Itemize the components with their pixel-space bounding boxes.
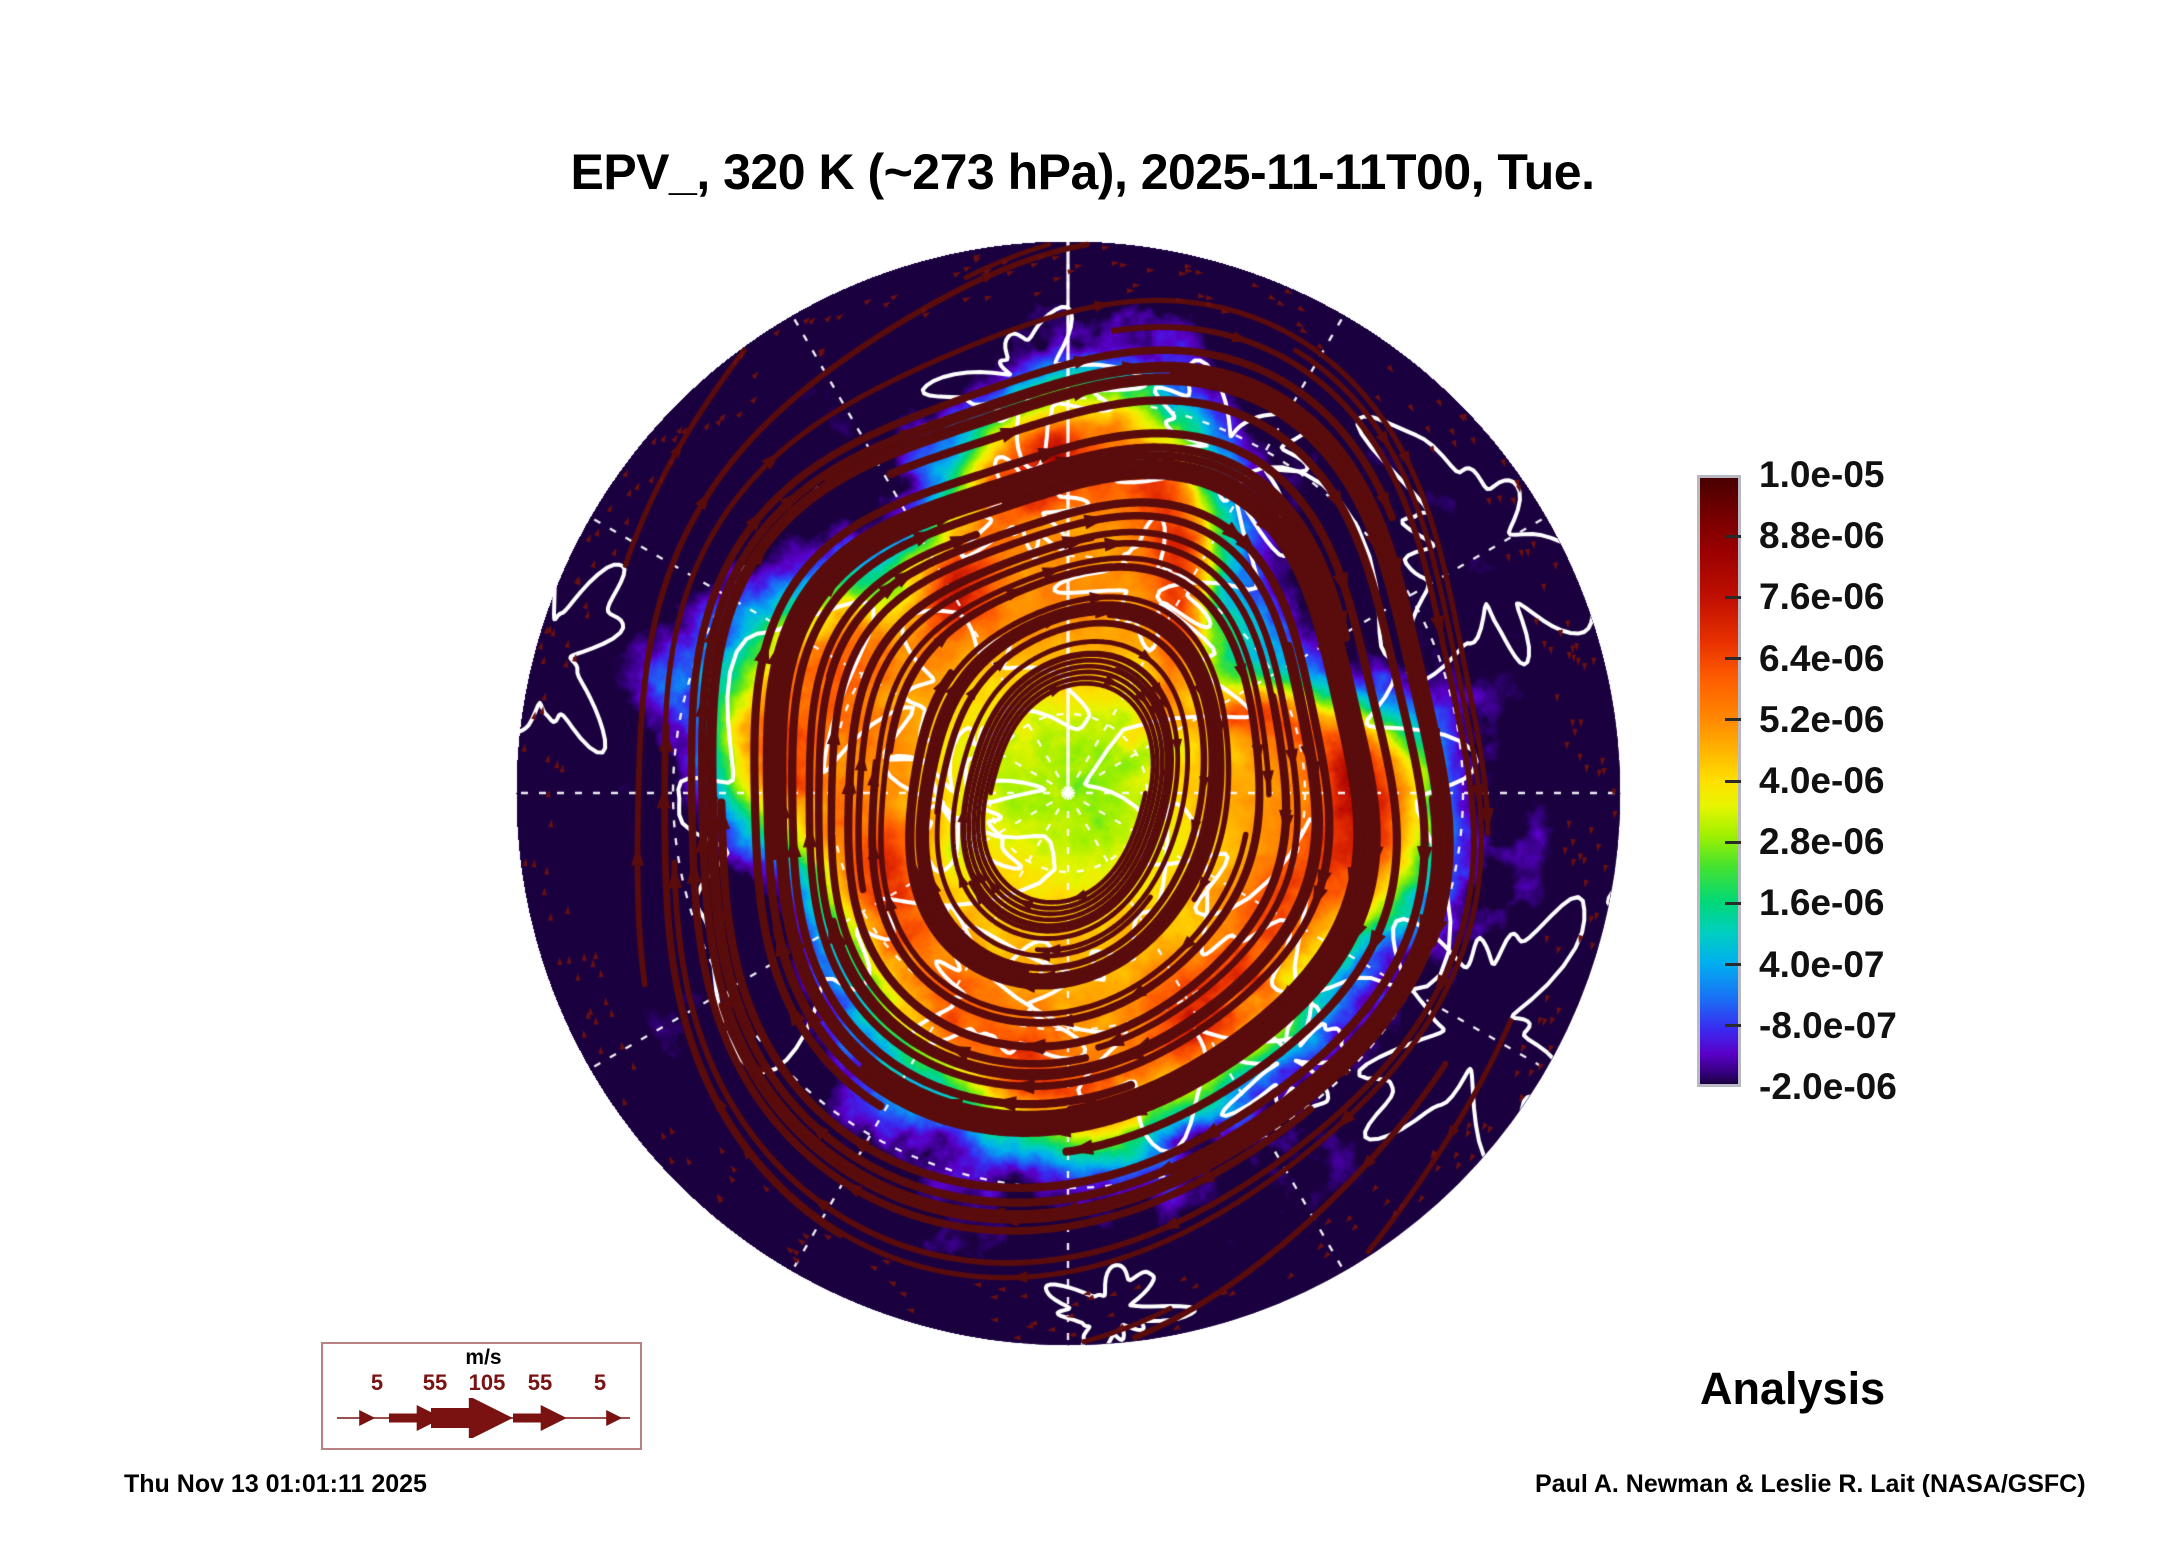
epv-field-canvas [515,240,1621,1346]
wind-legend-tick: 55 [528,1370,552,1396]
wind-legend-tick-labels: 5 55 105 55 5 [323,1370,644,1400]
colorbar-tick-label: 5.2e-06 [1759,699,1885,741]
colorbar-tick-label: 1.6e-06 [1759,882,1885,924]
colorbar-tick [1725,657,1741,660]
figure-root: EPV_, 320 K (~273 hPa), 2025-11-11T00, T… [0,0,2165,1561]
wind-legend-tick: 105 [469,1370,506,1396]
author-credit: Paul A. Newman & Leslie R. Lait (NASA/GS… [1535,1470,2086,1499]
colorbar-tick [1725,596,1741,599]
colorbar-tick-label: 6.4e-06 [1759,638,1885,680]
polar-stereographic-map [515,240,1621,1346]
colorbar-tick-marks [1697,475,1741,1087]
colorbar-tick-label: -2.0e-06 [1759,1066,1897,1108]
colorbar-tick [1725,718,1741,721]
wind-speed-legend: m/s 5 55 105 55 5 [321,1342,642,1450]
render-timestamp: Thu Nov 13 01:01:11 2025 [124,1470,427,1499]
wind-legend-arrow-icon [323,1398,644,1446]
colorbar-tick [1725,780,1741,783]
page-title: EPV_, 320 K (~273 hPa), 2025-11-11T00, T… [0,143,2165,201]
colorbar-tick [1725,841,1741,844]
colorbar-tick [1725,535,1741,538]
colorbar-tick-label: 1.0e-05 [1759,454,1885,496]
colorbar-tick-label: 4.0e-06 [1759,760,1885,802]
colorbar-tick-label: 4.0e-07 [1759,944,1885,986]
colorbar-tick-label: 8.8e-06 [1759,515,1885,557]
wind-legend-arrows-svg [323,1398,644,1438]
analysis-badge: Analysis [1700,1363,1885,1415]
colorbar-tick [1725,1024,1741,1027]
wind-legend-tick: 55 [423,1370,447,1396]
colorbar-tick-labels: 1.0e-05 8.8e-06 7.6e-06 6.4e-06 5.2e-06 4.0e-… [1759,475,2099,1087]
colorbar: 1.0e-05 8.8e-06 7.6e-06 6.4e-06 5.2e-06 4.0e-… [1697,475,2117,1090]
colorbar-tick-label: 7.6e-06 [1759,576,1885,618]
colorbar-tick-label: -8.0e-07 [1759,1005,1897,1047]
colorbar-tick-label: 2.8e-06 [1759,821,1885,863]
colorbar-tick [1725,902,1741,905]
wind-legend-unit-label: m/s [323,1346,644,1370]
colorbar-tick [1725,963,1741,966]
wind-legend-tick: 5 [371,1370,383,1396]
wind-legend-tick: 5 [594,1370,606,1396]
